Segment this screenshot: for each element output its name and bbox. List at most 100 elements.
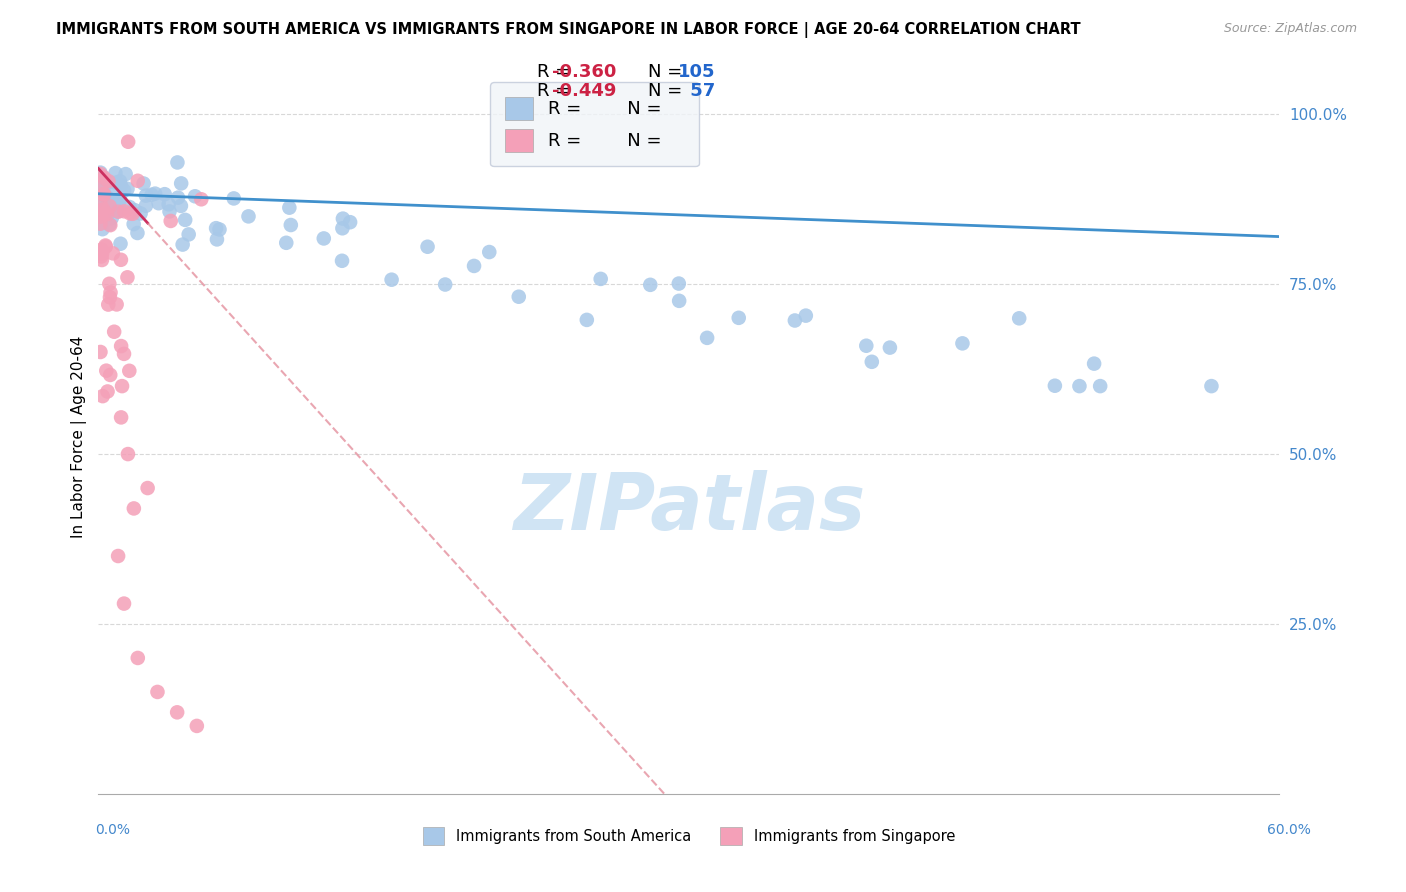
Point: [90, 206, 112, 220]
Point: [159, 204, 181, 219]
Text: 0.0%: 0.0%: [96, 823, 131, 837]
Point: [97, 174, 120, 188]
Point: [157, 197, 180, 211]
Point: [668, 293, 690, 308]
Point: [108, 193, 131, 207]
Point: [110, 236, 132, 251]
Point: [118, 364, 141, 378]
Legend: Immigrants from South America, Immigrants from Singapore: Immigrants from South America, Immigrant…: [416, 822, 962, 851]
Text: 105: 105: [678, 62, 716, 80]
Point: [190, 192, 212, 206]
Point: [117, 135, 139, 149]
Point: [153, 187, 176, 202]
Point: [98, 290, 121, 304]
Point: [879, 341, 901, 355]
Point: [89, 186, 111, 201]
Point: [98, 277, 121, 291]
Point: [143, 186, 166, 201]
Point: [96, 207, 118, 221]
Point: [91, 176, 114, 190]
Point: [860, 355, 883, 369]
Point: [93, 187, 115, 202]
Point: [172, 237, 194, 252]
Point: [110, 178, 132, 193]
Point: [167, 191, 190, 205]
Point: [135, 188, 157, 202]
Point: [96, 194, 118, 208]
Point: [141, 187, 163, 202]
Y-axis label: In Labor Force | Age 20-64: In Labor Force | Age 20-64: [72, 336, 87, 538]
Point: [110, 252, 132, 267]
Point: [96, 212, 118, 227]
Point: [640, 277, 662, 292]
Point: [110, 339, 132, 353]
Point: [114, 167, 136, 181]
Point: [416, 240, 439, 254]
Point: [112, 184, 135, 198]
Point: [91, 222, 114, 236]
Text: Source: ZipAtlas.com: Source: ZipAtlas.com: [1223, 22, 1357, 36]
Point: [174, 213, 197, 227]
Text: R =: R =: [537, 82, 571, 100]
Point: [696, 331, 718, 345]
Point: [91, 246, 114, 260]
Point: [104, 195, 127, 210]
Point: [93, 170, 115, 185]
Point: [90, 216, 112, 230]
Point: [136, 481, 159, 495]
Point: [89, 198, 111, 212]
Text: R =: R =: [537, 62, 571, 80]
Point: [104, 176, 127, 190]
Point: [1069, 379, 1091, 393]
Point: [93, 206, 115, 220]
Text: IMMIGRANTS FROM SOUTH AMERICA VS IMMIGRANTS FROM SINGAPORE IN LABOR FORCE | AGE : IMMIGRANTS FROM SOUTH AMERICA VS IMMIGRA…: [56, 22, 1081, 38]
Point: [101, 246, 124, 260]
Point: [575, 313, 598, 327]
Point: [166, 155, 188, 169]
Point: [89, 345, 111, 359]
Point: [148, 196, 170, 211]
Point: [177, 227, 200, 242]
Point: [107, 204, 129, 219]
Point: [127, 651, 149, 665]
Point: [101, 211, 124, 225]
Point: [589, 272, 612, 286]
Point: [122, 501, 145, 516]
Point: [222, 191, 245, 205]
Point: [94, 238, 117, 252]
Point: [96, 200, 118, 214]
Point: [112, 204, 135, 219]
Point: [91, 186, 114, 201]
Point: [170, 199, 193, 213]
Point: [89, 217, 111, 231]
Point: [91, 198, 114, 212]
Point: [463, 259, 485, 273]
Point: [93, 197, 115, 211]
Text: -0.449: -0.449: [553, 82, 616, 100]
Point: [278, 201, 301, 215]
Point: [89, 166, 111, 180]
Point: [94, 240, 117, 254]
Point: [159, 214, 181, 228]
Point: [105, 297, 128, 311]
Point: [135, 199, 157, 213]
Point: [90, 186, 112, 201]
Point: [90, 249, 112, 263]
Point: [96, 190, 118, 204]
Point: [89, 196, 111, 211]
Point: [93, 199, 115, 213]
Point: [90, 243, 112, 257]
Point: [91, 178, 114, 193]
Point: [127, 226, 149, 240]
Point: [89, 175, 111, 189]
Point: [668, 277, 690, 291]
Point: [170, 177, 193, 191]
Text: N =: N =: [648, 62, 683, 80]
Point: [124, 203, 146, 218]
Point: [117, 270, 139, 285]
Point: [1043, 378, 1066, 392]
Point: [91, 389, 114, 403]
Point: [98, 218, 121, 232]
Point: [96, 364, 118, 378]
Text: 60.0%: 60.0%: [1267, 823, 1310, 837]
